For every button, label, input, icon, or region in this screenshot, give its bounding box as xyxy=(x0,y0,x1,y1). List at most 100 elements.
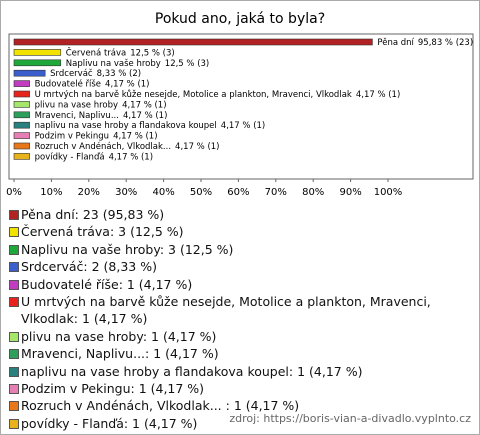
bar-label-value: 4,17 % (1) xyxy=(109,152,153,162)
legend: Pěna dní: 23 (95,83 %) Červená tráva: 3 (… xyxy=(9,206,469,432)
legend-value: : 1 (4,17 %) xyxy=(130,381,205,397)
legend-name: plivu na vase hroby xyxy=(21,328,143,344)
bar-label: Rozruch v Andénách, Vlkodlak... 4,17 % (1… xyxy=(35,141,220,152)
bar-label-value: 8,33 % (2) xyxy=(97,69,141,79)
legend-swatch xyxy=(9,384,19,395)
legend-item: Mravenci, Naplivu...: 1 (4,17 %) xyxy=(9,345,469,362)
bar-label-name: Srdcerváč xyxy=(50,68,93,79)
legend-value: : 1 (4,17 %) xyxy=(145,346,219,362)
bar-label: Budovatelé říše 4,17 % (1) xyxy=(35,78,150,89)
legend-name: povídky - Flanďá xyxy=(21,415,124,431)
bar-label-name: Pěna dní xyxy=(377,38,414,48)
bar-label-value: 4,17 % (1) xyxy=(175,142,219,152)
x-tick-label: 0% xyxy=(6,187,22,198)
legend-name: U mrtvých na barvě kůže nesejde, Motolic… xyxy=(21,294,435,327)
chart: Pokud ano, jaká to byla? 0% 10% 20% 30% 40% 5… xyxy=(6,11,474,198)
legend-name: naplivu na vase hroby a flandakova koupe… xyxy=(21,363,289,379)
bar-label-name: Budovatelé říše xyxy=(35,78,101,89)
legend-value: : 2 (8,33 %) xyxy=(83,259,157,275)
x-tick-label: 10% xyxy=(40,187,62,198)
legend-swatch xyxy=(9,262,19,273)
bar-label-value: 95,83 % (23) xyxy=(418,38,473,48)
legend-item: Pěna dní: 23 (95,83 %) xyxy=(9,206,469,223)
legend-item: U mrtvých na barvě kůže nesejde, Motolic… xyxy=(9,293,469,328)
bar xyxy=(13,59,62,67)
bar xyxy=(13,121,30,129)
bar-label-value: 4,17 % (1) xyxy=(113,131,157,141)
legend-name: Červená tráva xyxy=(21,224,110,240)
legend-name: Naplivu na vaše hroby xyxy=(21,241,160,257)
legend-name: Rozruch v Andénách, Vlkodlak... xyxy=(21,398,222,414)
bar-label-value: 12,5 % (3) xyxy=(130,48,174,58)
bar-label-name: Podzim v Pekingu xyxy=(35,131,109,141)
legend-item: Srdcerváč: 2 (8,33 %) xyxy=(9,258,469,275)
legend-name: Srdcerváč xyxy=(21,259,84,275)
bar-label: Pěna dní 95,83 % (23) xyxy=(377,38,473,48)
legend-swatch xyxy=(9,227,19,238)
legend-value: : 1 (4,17 %) xyxy=(221,398,300,414)
legend-value: : 3 (12,5 %) xyxy=(159,241,234,257)
legend-name: Pěna dní xyxy=(21,207,75,222)
bar-label: Červená tráva 12,5 % (3) xyxy=(66,46,175,58)
bar-label-name: Mravenci, Naplivu... xyxy=(35,110,119,120)
source: zdroj: https://boris-vian-a-divadlo.vypl… xyxy=(229,412,471,425)
bar xyxy=(13,142,30,150)
legend-name: Podzim v Pekingu xyxy=(21,381,131,397)
legend-name: Mravenci, Naplivu... xyxy=(21,346,146,362)
legend-swatch xyxy=(9,366,19,377)
legend-value: : 1 (4,17 %) xyxy=(288,363,363,379)
x-tick-label: 90% xyxy=(339,187,361,198)
bar-label-value: 4,17 % (1) xyxy=(122,100,166,110)
legend-swatch xyxy=(9,349,19,360)
bar-label-name: plivu na vase hroby xyxy=(35,100,118,110)
legend-swatch xyxy=(9,331,19,342)
bar xyxy=(13,69,46,77)
x-tick-label: 50% xyxy=(190,187,212,198)
x-tick-label: 30% xyxy=(115,187,137,198)
bar-label-value: 12,5 % (3) xyxy=(165,58,209,68)
chart-title: Pokud ano, jaká to byla? xyxy=(155,11,325,27)
legend-swatch xyxy=(9,401,19,412)
bar xyxy=(13,49,62,56)
bar xyxy=(13,80,30,87)
legend-swatch xyxy=(9,297,19,308)
bar-label-name: naplivu na vase hroby a flandakova koupe… xyxy=(35,121,217,131)
bar xyxy=(13,101,30,108)
bar-label-value: 4,17 % (1) xyxy=(123,110,167,120)
legend-item: Červená tráva: 3 (12,5 %) xyxy=(9,223,469,240)
legend-value: : 1 (4,17 %) xyxy=(118,276,193,292)
bar-label-name: Rozruch v Andénách, Vlkodlak... xyxy=(35,141,171,152)
bar-label: Naplivu na vaše hroby 12,5 % (3) xyxy=(66,57,209,68)
legend-swatch xyxy=(9,279,19,290)
legend-swatch xyxy=(9,244,19,255)
bar xyxy=(13,111,30,119)
x-tick-label: 60% xyxy=(227,187,249,198)
bar-label-value: 4,17 % (1) xyxy=(356,90,400,100)
bar xyxy=(13,153,30,160)
bar-label-name: Naplivu na vaše hroby xyxy=(66,57,161,68)
legend-value: : 1 (4,17 %) xyxy=(73,311,148,327)
x-tick-label: 70% xyxy=(265,187,287,198)
bar-label-name: Červená tráva xyxy=(66,46,127,58)
legend-item: plivu na vase hroby: 1 (4,17 %) xyxy=(9,328,469,345)
legend-swatch xyxy=(9,210,19,220)
x-tick-label: 80% xyxy=(302,187,324,198)
legend-item: Podzim v Pekingu: 1 (4,17 %) xyxy=(9,380,469,397)
legend-value: : 1 (4,17 %) xyxy=(142,328,217,344)
legend-value: : 23 (95,83 %) xyxy=(74,207,165,222)
x-tick-label: 40% xyxy=(152,187,174,198)
bar-label: naplivu na vase hroby a flandakova koupe… xyxy=(35,121,266,131)
bar-label: plivu na vase hroby 4,17 % (1) xyxy=(35,100,167,110)
x-tick-label: 20% xyxy=(78,187,100,198)
legend-item: naplivu na vase hroby a flandakova koupe… xyxy=(9,363,469,380)
legend-value: : 3 (12,5 %) xyxy=(109,224,184,240)
bar-label-value: 4,17 % (1) xyxy=(221,121,265,131)
bar xyxy=(13,38,373,46)
x-tick-label: 100% xyxy=(374,187,403,198)
bar-label: Srdcerváč 8,33 % (2) xyxy=(50,68,141,79)
legend-value: : 1 (4,17 %) xyxy=(123,415,198,431)
bar-label-name: povídky - Flanďá xyxy=(35,152,105,162)
legend-item: povídky - Flanďá: 1 (4,17 %) xyxy=(9,415,469,432)
bar-label-value: 4,17 % (1) xyxy=(105,79,149,89)
legend-swatch xyxy=(9,418,19,429)
